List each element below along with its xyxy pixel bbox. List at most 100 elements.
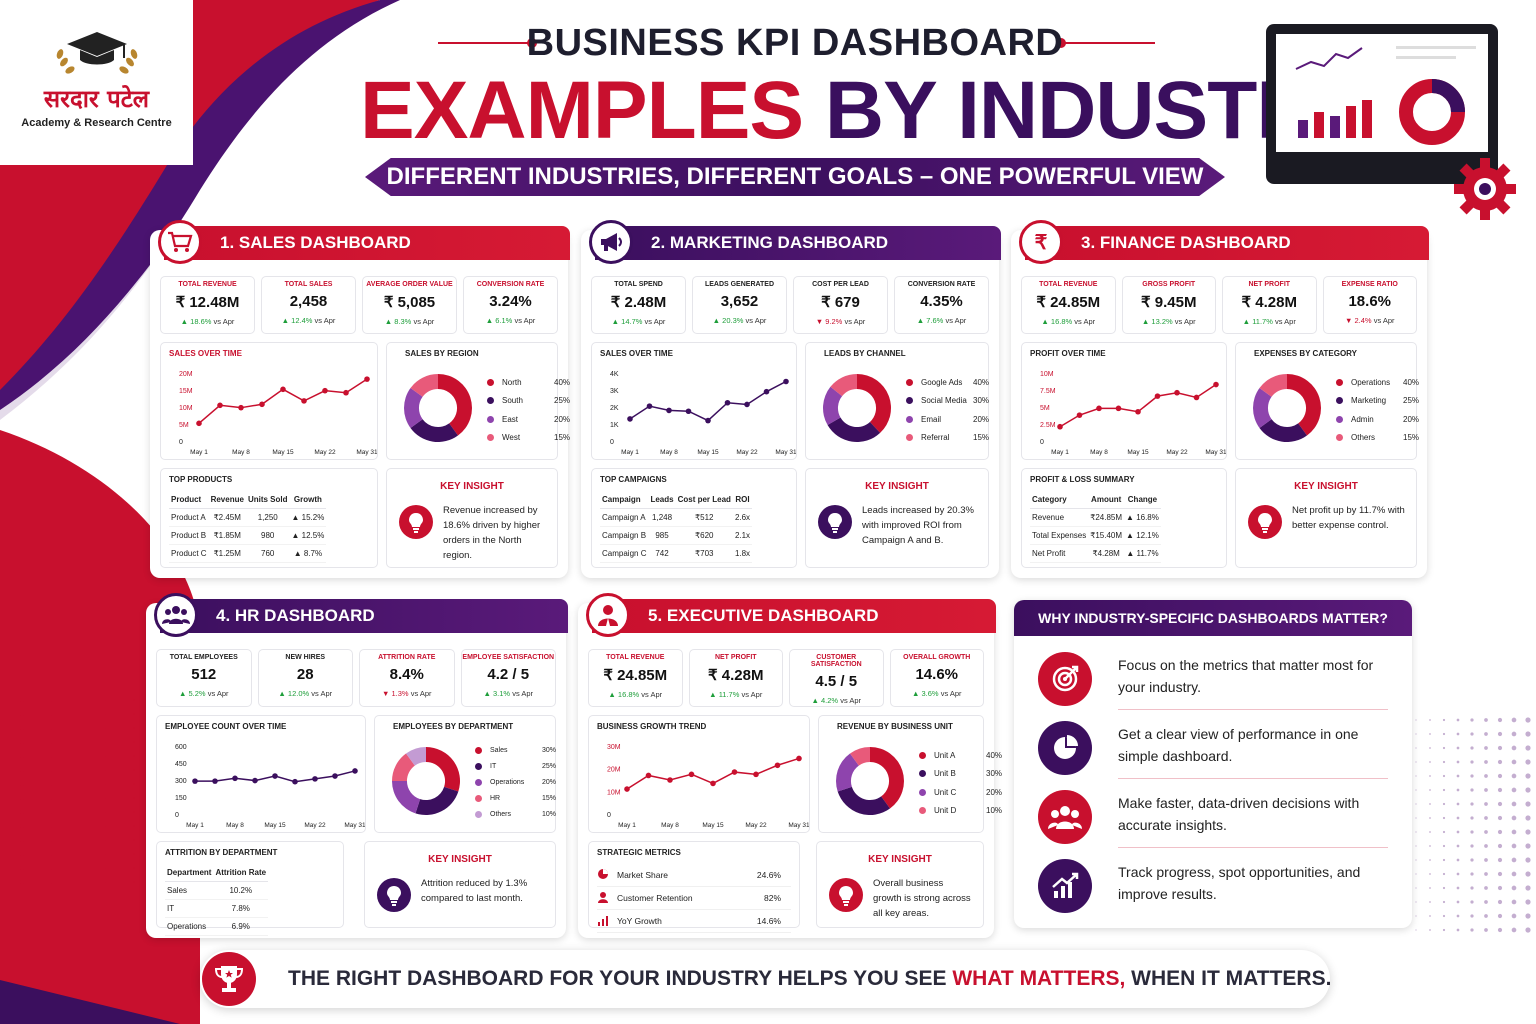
table-cell: 760: [245, 544, 290, 563]
donut-chart-title: REVENUE BY BUSINESS UNIT: [837, 722, 953, 731]
key-insight-panel: KEY INSIGHT Revenue increased by 18.6% dr…: [386, 468, 558, 568]
y-tick-label: 450: [175, 761, 187, 768]
table-row: Total Expenses ₹15.40M ▲ 12.1%: [1030, 526, 1161, 545]
legend-label: Email: [921, 414, 942, 424]
data-table: Product Revenue Units Sold Growth Product A ₹…: [169, 491, 327, 563]
y-tick-label: 0: [175, 812, 179, 819]
x-tick-label: May 1: [190, 449, 208, 456]
kpi-label: COST PER LEAD: [812, 281, 869, 288]
line-chart-title: SALES OVER TIME: [600, 349, 673, 358]
trend-arrow-icon: ▲: [712, 316, 721, 325]
table-header-row: Product Revenue Units Sold Growth: [169, 491, 327, 509]
table-header-row: Campaign Leads Cost per Lead ROI: [600, 491, 753, 509]
finance-card-header: 3. FINANCE DASHBOARD: [1025, 226, 1429, 260]
data-point: [753, 771, 759, 778]
legend-item: Unit A 40%: [919, 746, 1002, 765]
insight-title: KEY INSIGHT: [440, 481, 504, 492]
legend-percent: 20%: [973, 414, 990, 424]
table-cell: ▲ 16.8%: [1124, 508, 1161, 527]
table-cell: ▲ 8.7%: [289, 544, 327, 563]
data-point: [685, 408, 692, 415]
data-point: [731, 769, 738, 775]
legend-percent: 25%: [1403, 396, 1420, 406]
kpi-change-value: 11.7%: [718, 690, 740, 699]
table-header-cell: Attrition Rate: [213, 864, 269, 882]
table-cell: 2.1x: [732, 526, 753, 545]
footer-text-highlight: WHAT MATTERS,: [952, 967, 1126, 990]
kpi-tile: TOTAL EMPLOYEES 512 ▲ 5.2% vs Apr: [156, 649, 252, 707]
kpi-change-period: vs Apr: [940, 689, 962, 698]
donut-legend: North 40% South 25% East 20% West 15%: [487, 373, 570, 447]
table-title: ATTRITION BY DEPARTMENT: [165, 848, 278, 857]
kpi-change-period: vs Apr: [314, 316, 336, 325]
data-point: [744, 401, 750, 408]
x-tick-label: May 31: [356, 449, 377, 456]
legend-label: Unit C: [934, 787, 957, 797]
donut-slice: [415, 786, 459, 815]
table-header-row: Category Amount Change: [1030, 491, 1161, 509]
data-point: [646, 403, 653, 409]
kpi-label: CONVERSION RATE: [907, 281, 976, 288]
legend-percent: 30%: [973, 396, 990, 406]
kpi-change-value: 12.0%: [287, 689, 310, 698]
legend-swatch: [487, 434, 494, 442]
table-header-cell: Amount: [1088, 491, 1125, 509]
kpi-change-period: vs Apr: [741, 690, 763, 699]
kpi-value: 28: [296, 666, 314, 683]
kpi-change-period: vs Apr: [311, 689, 333, 698]
table-cell: Net Profit: [1030, 544, 1089, 563]
y-tick-label: 150: [175, 795, 187, 802]
y-tick-label: 0: [179, 439, 183, 446]
table-row: IT 7.8%: [165, 899, 269, 918]
insight-text: Leads increased by 20.3% with improved R…: [862, 505, 974, 546]
legend-swatch: [919, 751, 926, 759]
kpi-label: CONVERSION RATE: [476, 281, 545, 288]
kpi-change-period: vs Apr: [213, 317, 235, 326]
x-tick-label: May 1: [621, 449, 639, 456]
kpi-tile: TOTAL REVENUE ₹ 24.85M ▲ 16.8% vs Apr: [588, 649, 683, 707]
table-row: Operations 6.9%: [165, 917, 269, 936]
kpi-change: ▲ 7.6% vs Apr: [895, 316, 988, 325]
exec-card-header: 5. EXECUTIVE DASHBOARD: [592, 599, 996, 633]
legend-label: Social Media: [921, 396, 967, 406]
table-row: Net Profit ₹4.28M ▲ 11.7%: [1030, 544, 1161, 563]
donut-chart: [392, 747, 460, 815]
line-chart-title: SALES OVER TIME: [169, 349, 242, 358]
legend-percent: 30%: [542, 746, 557, 754]
table-header-cell: Units Sold: [245, 491, 290, 509]
legend-swatch: [919, 807, 926, 815]
donut-slice: [406, 747, 426, 766]
title-divider-right: [1056, 38, 1155, 48]
x-tick-label: May 22: [745, 822, 767, 829]
executive-icon: [586, 593, 630, 637]
x-tick-label: May 15: [1127, 449, 1149, 456]
kpi-row: TOTAL REVENUE ₹ 12.48M ▲ 18.6% vs Apr TOTAL…: [160, 276, 558, 334]
table-cell: Total Expenses: [1030, 526, 1089, 545]
kpi-tile: CONVERSION RATE 4.35% ▲ 7.6% vs Apr: [894, 276, 989, 334]
kpi-change-value: 14.7%: [621, 317, 643, 326]
table-cell: Campaign A: [600, 508, 649, 527]
series-line: [629, 380, 787, 422]
kpi-label: ATTRITION RATE: [378, 654, 436, 661]
line-chart-panel: PROFIT OVER TIME 0 2.5M 5M 7.5M 10M May 1 May 8…: [1021, 342, 1227, 460]
donut-slice: [392, 753, 415, 781]
kpi-label: LEADS GENERATED: [704, 281, 775, 288]
key-insight-panel: KEY INSIGHT Overall business growth is st…: [816, 841, 984, 928]
x-tick-label: May 31: [775, 449, 796, 456]
data-point: [763, 388, 770, 395]
kpi-change-value: 9.2%: [825, 317, 843, 326]
kpi-change: ▼ 1.3% vs Apr: [360, 689, 454, 698]
kpi-change: ▲ 20.3% vs Apr: [693, 316, 786, 325]
line-chart-title: BUSINESS GROWTH TREND: [597, 722, 707, 731]
kpi-label: NET PROFIT: [714, 654, 757, 661]
legend-swatch: [1336, 434, 1343, 442]
line-chart: 0 150 300 450 600 May 1 May 8 May 15 May 22 May 3…: [175, 744, 365, 829]
kpi-change-value: 4.2%: [820, 696, 839, 705]
donut-chart-panel: LEADS BY CHANNEL Google Ads 40% Social Medi…: [805, 342, 989, 460]
kpi-label: NET PROFIT: [1248, 281, 1291, 288]
logo-subtitle: Academy & Research Centre: [21, 117, 172, 129]
x-tick-label: May 1: [186, 822, 204, 829]
data-point: [783, 378, 789, 385]
kpi-change: ▲ 12.0% vs Apr: [259, 689, 353, 698]
